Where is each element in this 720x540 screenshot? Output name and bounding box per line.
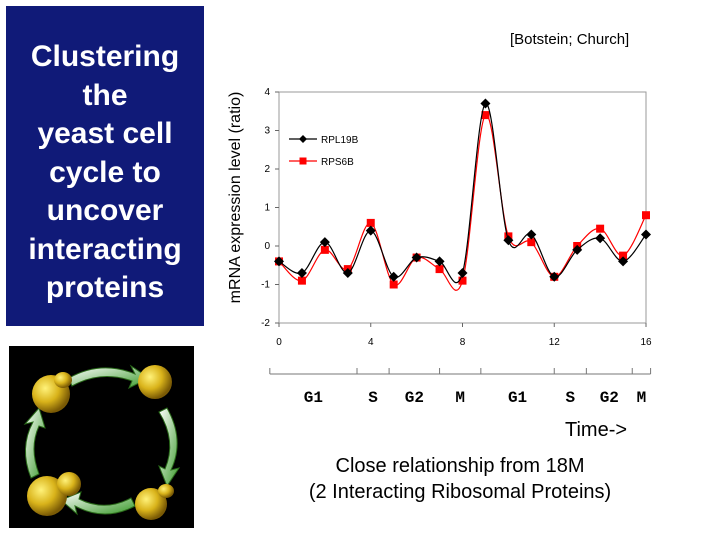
source-citation: [Botstein; Church]	[510, 31, 630, 48]
title-line: interacting	[28, 232, 182, 266]
data-point-rpl19b	[319, 237, 330, 248]
plot-frame	[278, 91, 647, 324]
data-point-rpl19b	[434, 256, 445, 267]
phase-label: M	[455, 389, 465, 407]
data-point-rps6b	[596, 224, 605, 233]
y-tick-label: 0	[264, 241, 270, 252]
y-axis-label: mRNA expression level (ratio)	[227, 92, 244, 304]
y-tick-label: -1	[261, 280, 270, 291]
title-line: Clustering	[30, 40, 180, 73]
phase-label: G2	[600, 389, 619, 407]
slide-caption: Close relationship from 18M (2 Interacti…	[250, 453, 670, 505]
data-point-rpl19b	[526, 229, 537, 240]
data-point-rps6b	[527, 238, 536, 247]
data-point-rps6b	[389, 280, 398, 289]
phase-label: G2	[405, 389, 424, 407]
y-tick-label: 2	[264, 164, 270, 175]
data-point-rpl19b	[503, 235, 514, 246]
slide-title: Clustering the yeast cell cycle to uncov…	[6, 6, 204, 326]
data-point-rpl19b	[274, 256, 284, 267]
phase-label: G1	[304, 389, 323, 407]
phase-label: S	[566, 389, 576, 407]
title-line: uncover	[46, 194, 164, 227]
x-tick-label: 4	[368, 337, 374, 348]
cell-cycle-illustration	[23, 364, 181, 520]
x-tick-label: 8	[460, 337, 466, 348]
legend-label: RPS6B	[321, 157, 354, 168]
y-tick-label: 3	[264, 126, 270, 137]
data-point-rpl19b	[549, 271, 560, 282]
series-line-rpl19b	[278, 102, 647, 283]
data-point-rpl19b	[296, 267, 307, 278]
data-point-rpl19b	[618, 256, 629, 267]
caption-line: (2 Interacting Ribosomal Proteins)	[308, 481, 612, 503]
x-tick-label: 16	[640, 337, 652, 348]
title-line: cycle to	[49, 155, 161, 189]
legend-marker	[299, 157, 307, 165]
cell-cycle-image	[9, 346, 194, 528]
data-point-rps6b	[619, 251, 628, 260]
data-point-rps6b	[297, 276, 306, 285]
data-point-rpl19b	[411, 252, 422, 263]
phase-label: G1	[508, 389, 527, 407]
data-point-rps6b	[435, 265, 444, 274]
legend-label: RPL19B	[321, 135, 359, 146]
x-tick-label: 12	[549, 337, 561, 348]
data-point-rpl19b	[365, 225, 376, 236]
data-point-rps6b	[366, 218, 375, 227]
data-point-rps6b	[458, 276, 467, 285]
y-tick-label: 4	[264, 87, 270, 98]
data-point-rpl19b	[641, 229, 651, 240]
title-line: yeast cell	[37, 117, 173, 150]
phase-label: M	[637, 389, 647, 407]
x-tick-label: 0	[276, 337, 282, 348]
title-line: the	[82, 78, 128, 112]
caption-line: Close relationship from 18M	[335, 455, 585, 477]
legend-marker	[299, 135, 307, 143]
data-point-rpl19b	[388, 271, 399, 282]
data-point-rpl19b	[342, 267, 353, 278]
data-point-rpl19b	[457, 267, 468, 278]
data-point-rpl19b	[480, 98, 491, 109]
data-point-rps6b	[481, 111, 490, 120]
data-point-rpl19b	[572, 244, 583, 255]
y-tick-label: 1	[264, 203, 270, 214]
phase-label: S	[368, 389, 378, 407]
y-tick-label: -2	[261, 318, 270, 329]
title-line: proteins	[45, 271, 165, 304]
time-axis-label: Time->	[565, 419, 628, 441]
data-point-rpl19b	[595, 233, 606, 244]
data-point-rps6b	[642, 211, 650, 220]
data-point-rps6b	[320, 245, 329, 254]
